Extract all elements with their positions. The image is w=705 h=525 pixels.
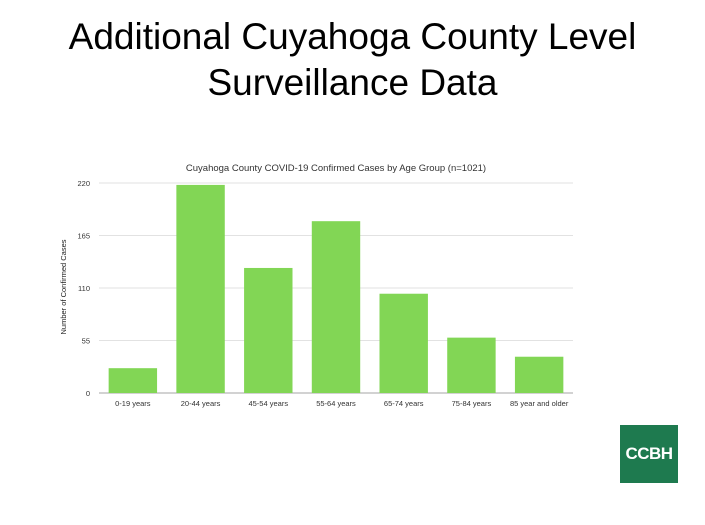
bar [514,356,564,393]
x-tick-label: 0-19 years [115,399,151,408]
x-tick-label: 75-84 years [452,399,492,408]
y-tick-label: 165 [77,232,90,241]
y-axis-label: Number of Confirmed Cases [59,239,68,334]
x-tick-label: 85 year and older [510,399,569,408]
y-tick-label: 55 [82,337,90,346]
x-tick-label: 20-44 years [181,399,221,408]
y-tick-label: 220 [77,179,90,188]
slide-title-line-2: Surveillance Data [207,62,498,103]
bar [244,267,293,393]
slide-title: Additional Cuyahoga County Level Surveil… [0,14,705,106]
slide-title-line-1: Additional Cuyahoga County Level [68,16,637,57]
bars [108,184,564,393]
bar [108,368,158,393]
bar [447,337,496,393]
x-tick-labels: 0-19 years 20-44 years 45-54 years 55-64 ye… [115,399,569,408]
bar [379,293,428,393]
x-tick-label: 55-64 years [316,399,356,408]
logo-text: CCBH [625,444,673,463]
ccbh-logo: CCBH [620,425,678,483]
y-tick-label: 0 [86,389,90,398]
y-tick-labels: 0 55 110 165 220 [77,179,90,398]
x-tick-label: 65-74 years [384,399,424,408]
chart-title: Cuyahoga County COVID-19 Confirmed Cases… [186,163,486,174]
bar [311,221,361,393]
y-tick-label: 110 [78,284,90,293]
bar [176,184,225,393]
x-tick-label: 45-54 years [248,399,288,408]
